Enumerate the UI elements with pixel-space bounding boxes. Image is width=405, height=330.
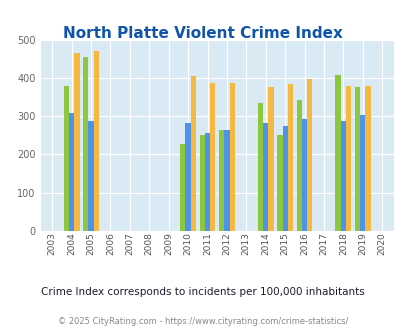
Text: © 2025 CityRating.com - https://www.cityrating.com/crime-statistics/: © 2025 CityRating.com - https://www.city… — [58, 317, 347, 326]
Bar — [199, 135, 205, 231]
Bar — [359, 115, 364, 231]
Bar — [229, 83, 234, 231]
Bar — [340, 121, 345, 231]
Bar — [210, 83, 215, 231]
Bar — [277, 135, 282, 231]
Bar — [287, 84, 292, 231]
Bar — [345, 86, 350, 231]
Bar — [88, 121, 94, 231]
Bar — [94, 51, 99, 231]
Bar — [185, 123, 190, 231]
Bar — [190, 76, 196, 231]
Bar — [268, 87, 273, 231]
Bar — [64, 85, 69, 231]
Bar — [219, 130, 224, 231]
Bar — [69, 113, 74, 231]
Bar — [205, 133, 210, 231]
Bar — [364, 86, 370, 231]
Bar — [296, 100, 301, 231]
Bar — [83, 57, 88, 231]
Bar — [257, 103, 262, 231]
Text: North Platte Violent Crime Index: North Platte Violent Crime Index — [63, 26, 342, 41]
Bar — [74, 53, 79, 231]
Text: Crime Index corresponds to incidents per 100,000 inhabitants: Crime Index corresponds to incidents per… — [41, 287, 364, 297]
Bar — [262, 123, 268, 231]
Bar — [224, 130, 229, 231]
Bar — [180, 144, 185, 231]
Bar — [307, 79, 311, 231]
Bar — [282, 126, 287, 231]
Bar — [335, 75, 340, 231]
Bar — [354, 87, 359, 231]
Bar — [301, 119, 307, 231]
